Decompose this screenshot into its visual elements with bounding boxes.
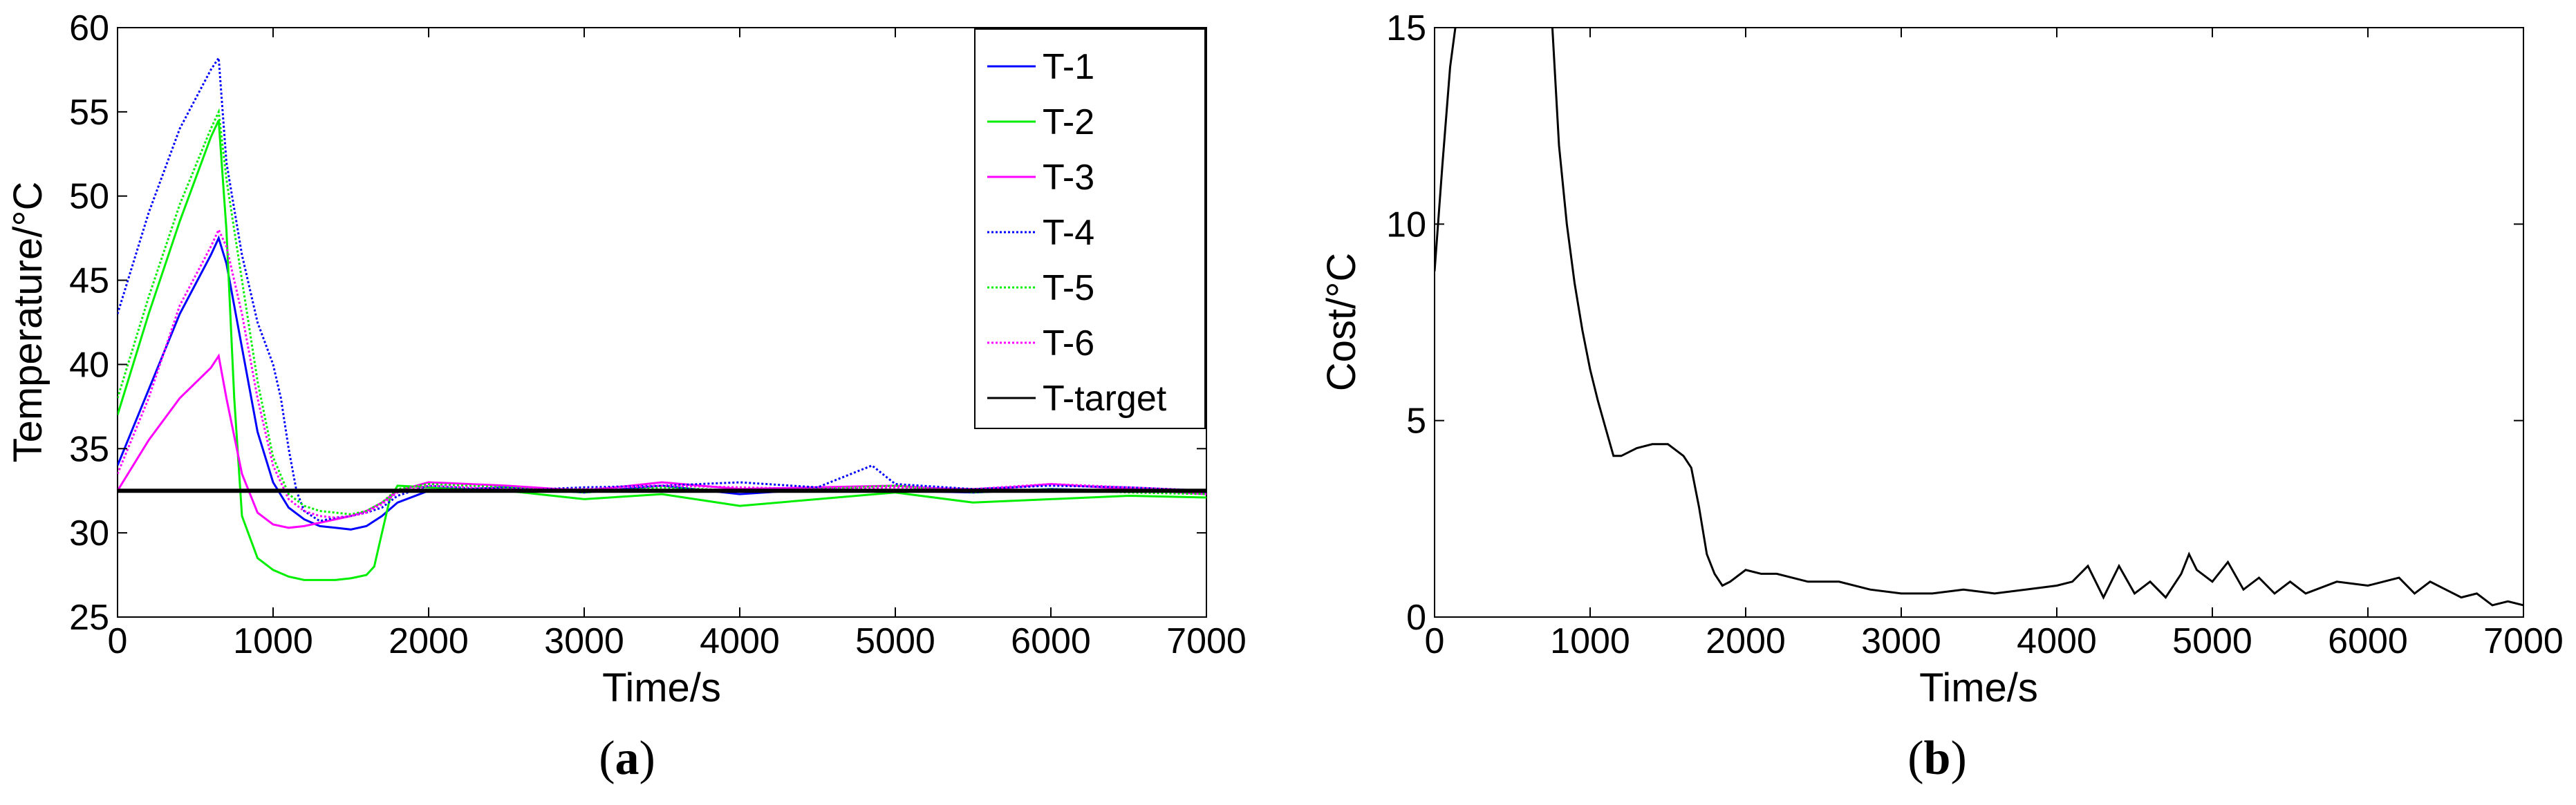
y-tick-label: 55	[69, 93, 109, 133]
panel-b-plot-area	[1434, 27, 2524, 618]
legend-label-t-4: T-4	[1043, 213, 1094, 253]
x-tick-label: 1000	[1550, 621, 1630, 661]
x-tick-label: 4000	[2017, 621, 2097, 661]
x-tick-label: 7000	[2483, 621, 2564, 661]
panel-a-series-line-t-2	[118, 120, 1206, 581]
panel-a-ticks: 0 1000 2000 3000 4000 5000 6000 7000 25 30 35 40 45 5…	[69, 8, 1247, 661]
y-tick-label: 30	[69, 513, 109, 553]
panel-a-legend: T-1 T-2 T-3 T-4 T-5 T-6 T-target	[974, 28, 1206, 429]
panel-b-xlabel: Time/s	[1919, 665, 2038, 710]
panel-a-chart: 0 1000 2000 3000 4000 5000 6000 7000 25 30 35 40 45 5…	[6, 8, 1247, 785]
y-tick-label: 15	[1386, 8, 1426, 48]
panel-b-chart: 0 1000 2000 3000 4000 5000 6000 7000 0 5 10 15 Time…	[1319, 8, 2564, 785]
legend-label-t-1: T-1	[1043, 47, 1094, 87]
x-tick-label: 0	[1425, 621, 1445, 661]
y-tick-label: 25	[69, 598, 109, 638]
panel-a-series-line-t-6	[118, 227, 1206, 519]
x-tick-label: 1000	[233, 621, 313, 661]
x-tick-label: 7000	[1166, 621, 1247, 661]
panel-a-caption: (a)	[599, 732, 655, 785]
y-tick-label: 35	[69, 429, 109, 469]
x-tick-label: 4000	[700, 621, 780, 661]
y-tick-label: 5	[1406, 401, 1426, 442]
legend-label-t-target: T-target	[1043, 379, 1167, 419]
panel-b-ticks: 0 1000 2000 3000 4000 5000 6000 7000 0 5 10 15	[1386, 8, 2564, 661]
y-tick-label: 45	[69, 261, 109, 301]
y-tick-label: 10	[1386, 205, 1426, 245]
x-tick-label: 2000	[389, 621, 469, 661]
x-tick-label: 0	[108, 621, 128, 661]
y-tick-label: 50	[69, 177, 109, 217]
legend-label-t-2: T-2	[1043, 102, 1094, 142]
x-tick-label: 3000	[544, 621, 624, 661]
x-tick-label: 2000	[1706, 621, 1786, 661]
legend-label-t-5: T-5	[1043, 268, 1094, 308]
panel-a-ylabel: Temperature/°C	[6, 182, 50, 463]
y-tick-label: 0	[1406, 598, 1426, 638]
panel-a-series-lines	[118, 55, 1206, 581]
legend-box	[974, 28, 1206, 429]
y-tick-label: 40	[69, 345, 109, 385]
x-tick-label: 6000	[1011, 621, 1091, 661]
panel-b-series-line-cost	[1435, 28, 2523, 607]
legend-label-t-6: T-6	[1043, 323, 1094, 363]
legend-label-t-3: T-3	[1043, 158, 1094, 198]
x-tick-label: 6000	[2328, 621, 2408, 661]
panel-a-xlabel: Time/s	[602, 665, 721, 710]
x-tick-label: 5000	[2172, 621, 2252, 661]
panel-b-series-lines	[1435, 28, 2523, 607]
panel-b-caption: (b)	[1907, 732, 1967, 785]
panel-a-caption-letter: a	[615, 732, 640, 785]
x-tick-label: 5000	[855, 621, 935, 661]
panel-b-ylabel: Cost/°C	[1319, 253, 1364, 391]
panel-b-caption-letter: b	[1924, 732, 1951, 785]
y-tick-label: 60	[69, 8, 109, 48]
x-tick-label: 3000	[1861, 621, 1941, 661]
